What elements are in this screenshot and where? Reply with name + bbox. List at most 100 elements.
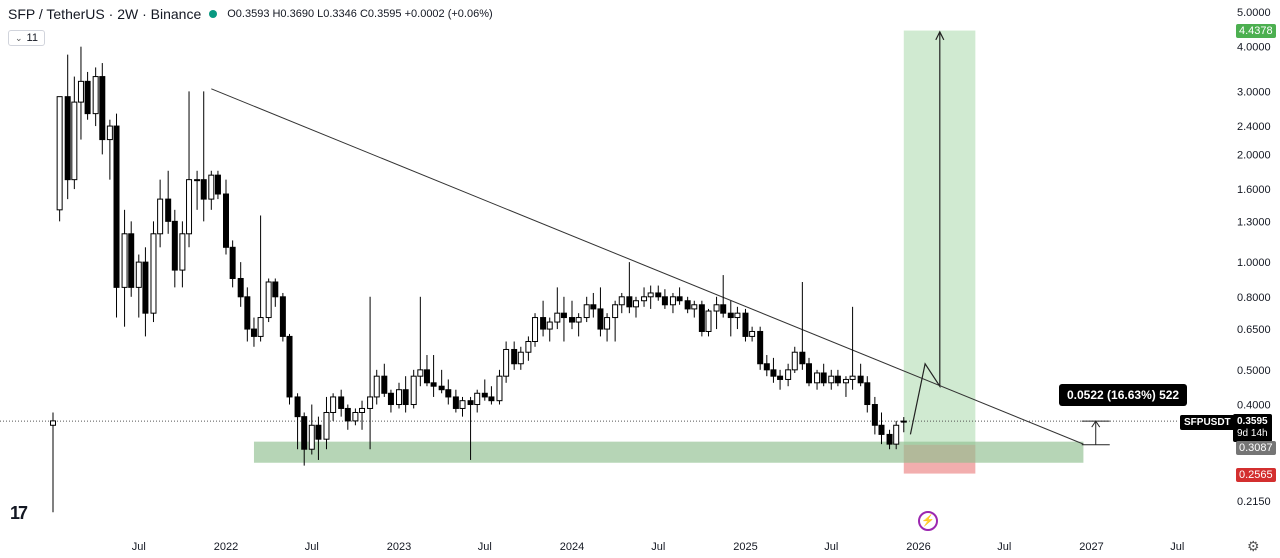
candle-body [330, 396, 337, 413]
candle-body [618, 296, 625, 306]
candle-body [632, 300, 639, 308]
candle-body [540, 317, 547, 330]
candle-body [71, 101, 78, 181]
candle-body [742, 312, 749, 337]
candle-body [359, 407, 366, 413]
candle-body [92, 76, 99, 115]
gear-icon[interactable]: ⚙ [1247, 538, 1260, 554]
candle-body [864, 382, 871, 406]
y-tick-label: 4.0000 [1237, 42, 1271, 54]
candle-body [878, 424, 885, 435]
measure-tooltip: 0.0522 (16.63%) 522 [1059, 384, 1188, 406]
candle-body [410, 375, 417, 406]
candle-body [560, 312, 567, 319]
candle-body [338, 396, 345, 409]
support-zone [253, 441, 1084, 463]
x-tick-label: Jul [824, 541, 838, 553]
candle-body [64, 96, 71, 181]
candle-body [186, 179, 193, 235]
candle-body [367, 396, 374, 409]
candle-body [720, 304, 727, 314]
y-tick-label: 0.5000 [1237, 365, 1271, 377]
candle-body [279, 296, 286, 337]
y-tick-label: 5.0000 [1237, 7, 1271, 19]
candle-body [459, 400, 466, 409]
candle-body [150, 233, 157, 314]
tradingview-logo-icon[interactable]: 17 [10, 503, 28, 523]
candle-body [612, 304, 619, 319]
candle-body [791, 351, 798, 371]
x-tick-label: Jul [478, 541, 492, 553]
candle-body [294, 396, 301, 418]
candle-body [583, 304, 590, 319]
candle-body [445, 389, 452, 398]
candle-body [373, 375, 380, 398]
candle-body [532, 317, 539, 343]
candle-body [250, 328, 257, 337]
lightning-icon[interactable]: ⚡ [918, 511, 938, 531]
x-tick-label: Jul [651, 541, 665, 553]
candle-body [200, 179, 207, 200]
market-status-icon [209, 10, 218, 18]
candle-body [661, 296, 668, 306]
candle-body [496, 375, 503, 402]
candle-body [517, 351, 524, 365]
candle-body [777, 375, 784, 380]
candle-body [604, 317, 611, 330]
candle-body [194, 179, 201, 182]
candle-body [770, 369, 777, 377]
candle-body [757, 330, 764, 365]
candle-body [77, 80, 84, 103]
candle-body [641, 296, 648, 302]
candle-body [525, 341, 532, 353]
candle-body [237, 277, 244, 298]
candle-body [834, 375, 841, 384]
candle-body [820, 372, 827, 384]
measure-arrow [1091, 420, 1101, 428]
candle-body [871, 404, 878, 426]
symbol-title[interactable]: SFP / TetherUS · 2W · Binance [8, 6, 202, 22]
candle-body [84, 80, 91, 115]
candle-body [511, 348, 518, 365]
indicator-toggle[interactable]: ⌄ 11 [8, 30, 45, 46]
candle-body [799, 351, 806, 365]
candle-body [387, 392, 394, 406]
candle-body [684, 300, 691, 310]
candle-body [423, 369, 430, 384]
candle-body [857, 375, 864, 384]
candle-body [106, 125, 113, 141]
candle-body [590, 304, 597, 310]
candle-body [886, 433, 893, 445]
candle-body [805, 363, 812, 384]
candle-body [244, 296, 251, 330]
candle-body [157, 198, 164, 235]
candle-body [503, 348, 510, 377]
candle-body [417, 369, 424, 377]
y-tick-label: 0.4000 [1237, 400, 1271, 412]
candle-body [676, 296, 683, 302]
candle-body [554, 312, 561, 323]
x-tick-label: 2027 [1079, 541, 1103, 553]
y-tick-label: 0.6500 [1237, 324, 1271, 336]
y-tick-label: 2.0000 [1237, 149, 1271, 161]
target-price-label: 4.4378 [1236, 24, 1276, 38]
candle-body [223, 193, 229, 248]
candle-body [546, 321, 553, 330]
candle-body [99, 76, 106, 141]
y-tick-label: 2.4000 [1237, 121, 1271, 133]
candle-body [734, 312, 741, 319]
candle-body [308, 424, 315, 450]
candle-body [452, 396, 459, 409]
candle-body [626, 296, 633, 308]
x-tick-label: 2026 [906, 541, 930, 553]
candle-body [56, 96, 63, 211]
descending-trendline [211, 88, 1084, 445]
candle-body [569, 317, 575, 323]
candle-body [438, 385, 445, 391]
candle-body [214, 174, 221, 195]
x-tick-label: 2024 [560, 541, 584, 553]
candle-body [893, 424, 900, 445]
y-tick-label: 0.2150 [1237, 496, 1271, 508]
candle-body [165, 198, 172, 222]
